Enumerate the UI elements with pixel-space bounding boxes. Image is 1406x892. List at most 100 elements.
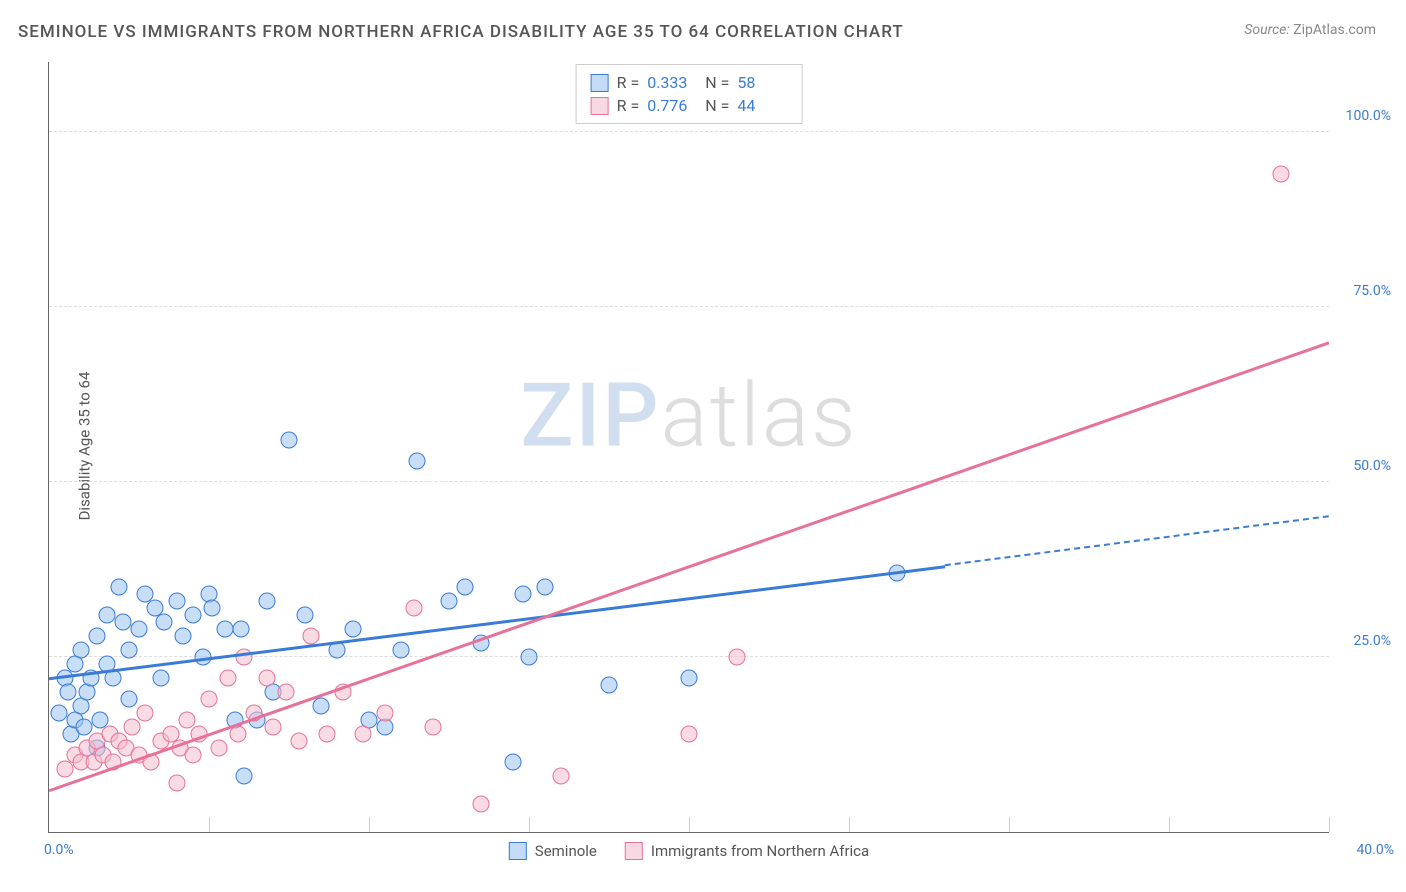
legend-label: Immigrants from Northern Africa — [651, 842, 869, 860]
source-value: ZipAtlas.com — [1293, 22, 1376, 38]
x-tick-mark — [1169, 817, 1170, 832]
data-point-seminole — [217, 621, 234, 638]
data-point-immigrants — [201, 691, 218, 708]
scatter-plot-area: ZIPatlas R = 0.333 N = 58 R = 0.776 N = … — [48, 62, 1329, 833]
data-point-immigrants — [290, 733, 307, 750]
x-tick-mark — [849, 817, 850, 832]
data-point-seminole — [441, 593, 458, 610]
swatch-icon — [625, 842, 643, 860]
data-point-seminole — [281, 432, 298, 449]
regression-line-seminole-extrapolated — [945, 515, 1330, 568]
x-axis-tick-last: 40.0% — [1356, 842, 1394, 858]
y-gridline — [49, 131, 1329, 132]
source-label: Source: — [1244, 22, 1289, 38]
regression-line-immigrants — [49, 341, 1330, 791]
x-axis-tick-first: 0.0% — [44, 842, 74, 858]
data-point-seminole — [393, 642, 410, 659]
data-point-immigrants — [265, 719, 282, 736]
regression-line-seminole — [49, 565, 945, 679]
legend-label: Seminole — [535, 842, 597, 860]
data-point-seminole — [236, 768, 253, 785]
x-tick-mark — [209, 817, 210, 832]
data-point-seminole — [114, 614, 131, 631]
y-gridline — [49, 481, 1329, 482]
data-point-seminole — [50, 705, 67, 722]
r-value: 0.333 — [647, 73, 697, 92]
data-point-seminole — [76, 719, 93, 736]
data-point-immigrants — [277, 684, 294, 701]
n-label: N = — [705, 96, 729, 115]
data-point-immigrants — [473, 796, 490, 813]
data-point-seminole — [505, 754, 522, 771]
x-tick-mark — [1009, 817, 1010, 832]
data-point-immigrants — [185, 747, 202, 764]
data-point-seminole — [204, 600, 221, 617]
legend-item-seminole: Seminole — [509, 842, 597, 860]
data-point-immigrants — [124, 719, 141, 736]
data-point-immigrants — [729, 649, 746, 666]
x-tick-mark — [369, 817, 370, 832]
data-point-immigrants — [681, 726, 698, 743]
data-point-seminole — [297, 607, 314, 624]
chart-title: SEMINOLE VS IMMIGRANTS FROM NORTHERN AFR… — [18, 22, 904, 42]
watermark-atlas: atlas — [661, 365, 858, 468]
data-point-immigrants — [1273, 166, 1290, 183]
y-gridline — [49, 306, 1329, 307]
data-point-seminole — [98, 607, 115, 624]
data-point-immigrants — [354, 726, 371, 743]
data-point-seminole — [185, 607, 202, 624]
r-label: R = — [617, 73, 640, 92]
data-point-seminole — [313, 698, 330, 715]
data-point-immigrants — [405, 600, 422, 617]
data-point-seminole — [153, 670, 170, 687]
y-axis-tick: 75.0% — [1336, 283, 1391, 299]
data-point-immigrants — [303, 628, 320, 645]
y-axis-tick: 100.0% — [1336, 108, 1391, 124]
data-point-seminole — [156, 614, 173, 631]
data-point-seminole — [121, 642, 138, 659]
y-axis-tick: 50.0% — [1336, 458, 1391, 474]
data-point-seminole — [681, 670, 698, 687]
data-point-seminole — [60, 684, 77, 701]
data-point-immigrants — [210, 740, 227, 757]
n-value: 58 — [737, 73, 787, 92]
data-point-seminole — [345, 621, 362, 638]
data-point-seminole — [89, 628, 106, 645]
x-tick-mark — [1329, 817, 1330, 832]
y-axis-tick: 25.0% — [1336, 633, 1391, 649]
data-point-seminole — [514, 586, 531, 603]
swatch-icon — [509, 842, 527, 860]
data-point-seminole — [601, 677, 618, 694]
data-point-immigrants — [553, 768, 570, 785]
data-point-seminole — [537, 579, 554, 596]
data-point-seminole — [233, 621, 250, 638]
r-value: 0.776 — [647, 96, 697, 115]
x-tick-mark — [689, 817, 690, 832]
data-point-seminole — [121, 691, 138, 708]
swatch-icon — [591, 74, 609, 92]
data-point-seminole — [169, 593, 186, 610]
data-point-immigrants — [319, 726, 336, 743]
legend-row-seminole: R = 0.333 N = 58 — [591, 71, 788, 94]
data-point-immigrants — [425, 719, 442, 736]
watermark: ZIPatlas — [520, 365, 857, 468]
x-tick-mark — [529, 817, 530, 832]
data-point-seminole — [175, 628, 192, 645]
n-value: 44 — [737, 96, 787, 115]
data-point-immigrants — [229, 726, 246, 743]
series-legend: Seminole Immigrants from Northern Africa — [509, 842, 869, 860]
watermark-zip: ZIP — [520, 365, 660, 468]
data-point-seminole — [521, 649, 538, 666]
data-point-seminole — [409, 453, 426, 470]
r-label: R = — [617, 96, 640, 115]
correlation-legend: R = 0.333 N = 58 R = 0.776 N = 44 — [576, 64, 803, 124]
source-attribution: Source: ZipAtlas.com — [1244, 22, 1376, 38]
legend-item-immigrants: Immigrants from Northern Africa — [625, 842, 869, 860]
data-point-immigrants — [258, 670, 275, 687]
data-point-immigrants — [178, 712, 195, 729]
data-point-immigrants — [377, 705, 394, 722]
data-point-seminole — [258, 593, 275, 610]
swatch-icon — [591, 97, 609, 115]
data-point-seminole — [111, 579, 128, 596]
data-point-immigrants — [169, 775, 186, 792]
